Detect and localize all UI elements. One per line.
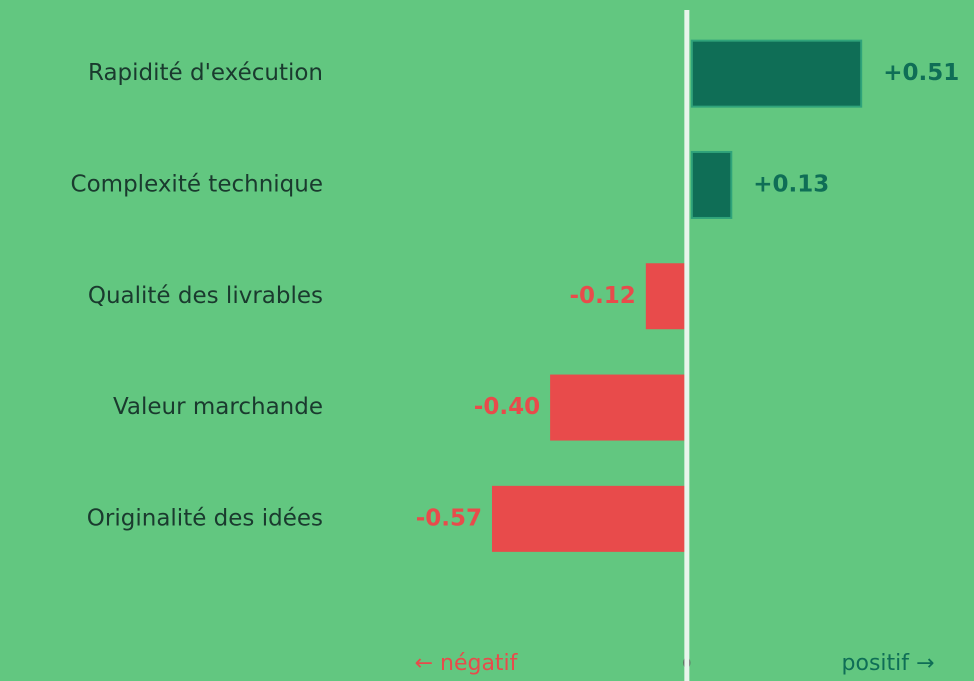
category-label: Qualité des livrables: [88, 283, 323, 309]
category-label: Complexité technique: [71, 171, 323, 197]
value-label: -0.12: [570, 283, 636, 309]
category-label: Valeur marchande: [113, 394, 323, 420]
bar: [645, 263, 687, 330]
value-label: -0.57: [416, 505, 482, 531]
value-label: +0.51: [883, 60, 959, 86]
right-annotation: positif →: [842, 651, 935, 676]
value-label: +0.13: [753, 171, 829, 197]
bar: [491, 485, 687, 552]
bar: [690, 150, 733, 219]
bar: [550, 374, 687, 441]
left-annotation: ← négatif: [415, 651, 519, 676]
category-label: Originalité des idées: [87, 505, 323, 531]
bar: [690, 39, 863, 108]
value-label: -0.40: [474, 394, 540, 420]
category-label: Rapidité d'exécution: [88, 60, 323, 86]
